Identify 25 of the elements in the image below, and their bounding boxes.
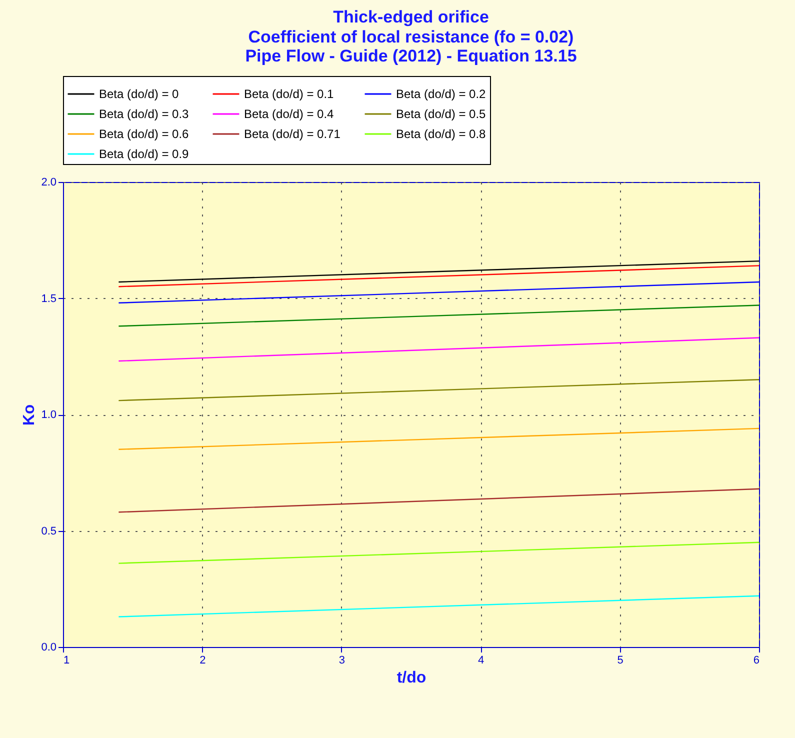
legend-label: Beta (do/d) = 0.2 <box>396 87 486 101</box>
y-tick-label: 0.5 <box>41 525 56 538</box>
legend-label: Beta (do/d) = 0.4 <box>244 107 334 121</box>
x-axis-title: t/do <box>396 670 426 686</box>
legend-label: Beta (do/d) = 0.6 <box>99 127 190 141</box>
legend-label: Beta (do/d) = 0 <box>99 87 180 101</box>
y-axis-title: Ko <box>21 404 38 426</box>
x-tick-label: 4 <box>478 654 484 666</box>
x-tick-label: 3 <box>338 654 345 666</box>
legend-label: Beta (do/d) = 0.71 <box>244 127 341 141</box>
chart-title: Thick-edged orifice <box>333 8 489 26</box>
y-tick-label: 0.0 <box>41 642 56 654</box>
x-tick-label: 5 <box>617 654 624 666</box>
legend-label: Beta (do/d) = 0.9 <box>99 147 190 161</box>
x-tick-label: 1 <box>64 654 70 666</box>
y-tick-label: 1.5 <box>41 292 56 305</box>
chart-subtitle: Coefficient of local resistance (fo = 0.02) Pipe Flow - Guide (2012) - Equation 13.15 <box>245 28 577 66</box>
legend-label: Beta (do/d) = 0.1 <box>244 87 334 101</box>
y-tick-label: 1.0 <box>41 409 56 421</box>
x-tick-label: 6 <box>753 654 760 666</box>
legend-label: Beta (do/d) = 0.5 <box>396 107 486 121</box>
legend-label: Beta (do/d) = 0.3 <box>99 107 190 121</box>
x-tick-label: 2 <box>200 654 206 666</box>
legend-label: Beta (do/d) = 0.8 <box>396 127 486 141</box>
y-tick-label: 2.0 <box>41 176 56 188</box>
